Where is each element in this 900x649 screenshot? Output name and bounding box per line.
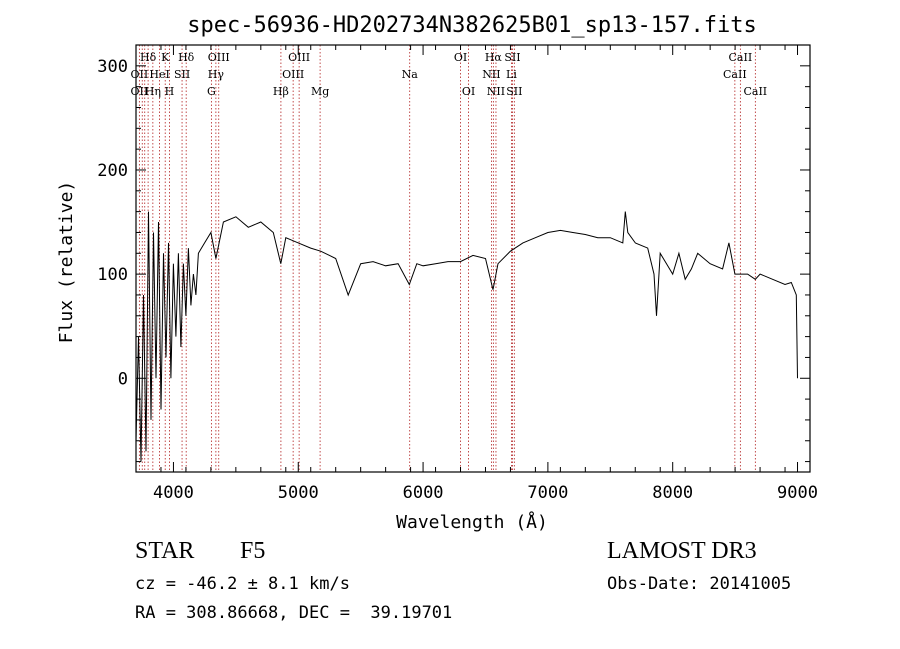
emission-line-markers <box>138 45 756 472</box>
line-label: CaII <box>723 68 747 81</box>
line-label: Na <box>402 68 419 81</box>
line-label: CaII <box>743 85 767 98</box>
line-label: CaII <box>729 51 753 64</box>
y-tick-label: 100 <box>97 265 128 285</box>
line-label: H <box>165 85 175 98</box>
line-label: Hα <box>485 51 503 64</box>
observation-date: Obs-Date: 20141005 <box>607 574 792 594</box>
x-tick-label: 9000 <box>777 483 818 503</box>
object-subclass: F5 <box>240 538 266 564</box>
y-tick-label: 0 <box>118 369 128 389</box>
line-label: K <box>161 51 170 64</box>
line-label: OIII <box>288 51 310 64</box>
line-label: Li <box>506 68 517 81</box>
x-tick-label: 8000 <box>652 483 693 503</box>
line-label: OI <box>462 85 475 98</box>
object-class: STAR <box>135 538 195 564</box>
x-tick-label: 7000 <box>527 483 568 503</box>
line-label: OII <box>131 85 149 98</box>
y-tick-label: 200 <box>97 161 128 181</box>
line-label: Hδ <box>140 51 157 64</box>
spectrum-line <box>135 211 798 462</box>
coordinates: RA = 308.86668, DEC = 39.19701 <box>135 603 453 623</box>
line-label: OII <box>131 68 149 81</box>
redshift-cz: cz = -46.2 ± 8.1 km/s <box>135 574 350 594</box>
plot-frame <box>135 44 811 473</box>
line-label: Hβ <box>273 85 289 98</box>
line-label: OIII <box>282 68 304 81</box>
survey-name: LAMOST DR3 <box>607 538 757 564</box>
line-label: SII <box>504 51 520 64</box>
line-label: SII <box>174 68 190 81</box>
line-label: NII <box>487 85 505 98</box>
x-tick-label: 6000 <box>403 483 444 503</box>
y-axis: 0 100 200 300 <box>97 44 810 463</box>
y-axis-label: Flux (relative) <box>56 181 77 344</box>
chart-title: spec-56936-HD202734N382625B01_sp13-157.f… <box>187 13 757 38</box>
line-label: Hδ <box>178 51 195 64</box>
line-label: NII <box>482 68 500 81</box>
x-axis: 4000 5000 6000 7000 8000 9000 <box>135 45 818 503</box>
line-label: Hγ <box>208 68 225 81</box>
line-label: HeI <box>149 68 169 81</box>
y-tick-label: 300 <box>97 57 128 77</box>
line-label: Mg <box>311 85 329 98</box>
x-axis-label: Wavelength (Å) <box>396 511 548 533</box>
line-label: OI <box>454 51 467 64</box>
x-tick-label: 5000 <box>278 483 319 503</box>
line-label: SII <box>506 85 522 98</box>
x-tick-label: 4000 <box>153 483 194 503</box>
line-label: Hη <box>145 85 161 98</box>
line-label: G <box>207 85 216 98</box>
line-label: OIII <box>208 51 230 64</box>
